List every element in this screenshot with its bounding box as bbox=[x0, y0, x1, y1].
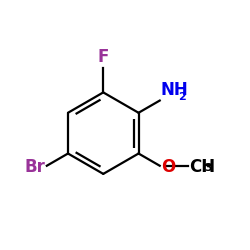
Text: F: F bbox=[98, 48, 109, 66]
Text: O: O bbox=[161, 158, 175, 176]
Text: Br: Br bbox=[25, 158, 46, 176]
Text: NH: NH bbox=[160, 81, 188, 99]
Text: CH: CH bbox=[189, 158, 215, 176]
Text: 2: 2 bbox=[178, 92, 186, 102]
Text: 3: 3 bbox=[204, 164, 212, 173]
